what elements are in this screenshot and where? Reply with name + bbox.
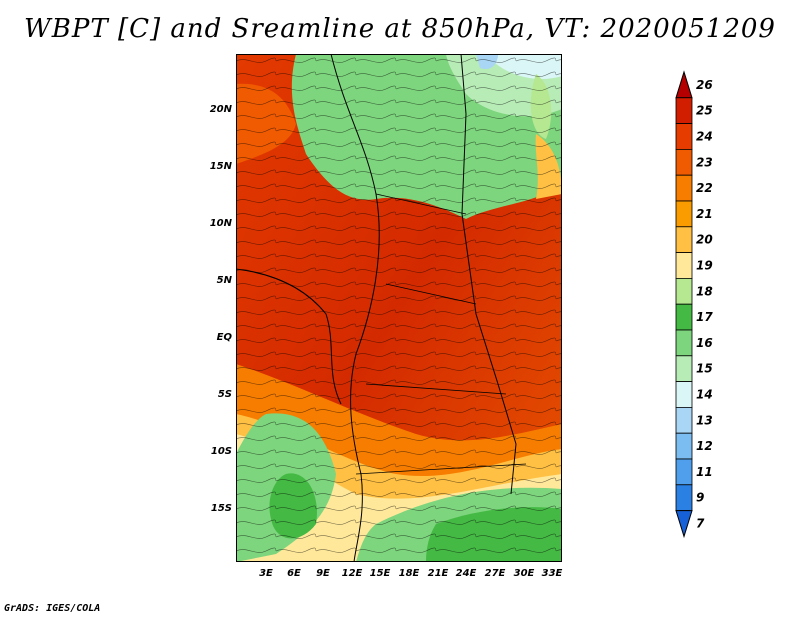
lon-label-30e: 30E — [513, 568, 535, 579]
colorbar-swatch — [675, 406, 693, 434]
colorbar-label: 7 — [696, 517, 705, 531]
border-lines-3 — [355, 193, 527, 475]
lon-label-9e: 9E — [316, 568, 330, 579]
colorbar-label: 26 — [696, 78, 713, 92]
colorbar-swatch — [675, 226, 693, 254]
lon-label-6e: 6E — [287, 568, 301, 579]
colorbar-swatch — [675, 277, 693, 305]
lat-label-eq: EQ — [216, 332, 232, 343]
lat-label-5n: 5N — [216, 275, 232, 286]
colorbar-swatch — [675, 97, 693, 124]
colorbar-swatch — [675, 123, 693, 150]
colorbar-label: 21 — [696, 207, 713, 221]
colorbar-label: 14 — [696, 388, 713, 402]
colorbar-label: 24 — [696, 130, 713, 144]
colorbar-swatch — [675, 355, 693, 382]
colorbar-label: 17 — [696, 310, 713, 324]
colorbar-label: 23 — [696, 155, 713, 169]
lat-label-5s: 5S — [217, 389, 232, 400]
map-frame — [236, 54, 562, 562]
lat-label-15n: 15N — [209, 161, 232, 172]
colorbar-swatch — [675, 149, 693, 176]
lon-label-3e: 3E — [259, 568, 273, 579]
colorbar-swatch — [675, 458, 693, 486]
lon-label-33e: 33E — [541, 568, 563, 579]
colorbar-label: 9 — [696, 491, 704, 505]
colorbar-bottom-arrow — [675, 510, 693, 539]
colorbar-top-arrow — [675, 70, 693, 99]
colorbar-swatch — [675, 200, 693, 228]
colorbar-swatch — [675, 174, 693, 202]
map-title: WBPT [C] and Sreamline at 850hPa, VT: 20… — [24, 14, 776, 44]
border-line-1 — [330, 54, 380, 562]
wbpt-field — [236, 54, 562, 562]
colorbar-label: 22 — [696, 181, 713, 195]
streamlines — [236, 54, 562, 562]
colorbar-swatch — [675, 303, 693, 331]
colorbar: 26 25 24 23 22 21 20 19 18 17 16 15 14 13 12 11 9 7 — [675, 70, 713, 539]
lat-label-10s: 10S — [210, 446, 232, 457]
colorbar-label: 18 — [696, 284, 713, 298]
lon-label-12e: 12E — [341, 568, 363, 579]
colorbar-label: 19 — [696, 259, 713, 273]
colorbar-swatch — [675, 432, 693, 460]
colorbar-label: 12 — [696, 439, 713, 453]
colorbar-label: 25 — [696, 104, 713, 118]
lon-label-27e: 27E — [484, 568, 506, 579]
lat-label-15s: 15S — [210, 503, 232, 514]
colorbar-swatch — [675, 484, 693, 511]
lon-label-15e: 15E — [369, 568, 391, 579]
footer-credit: GrADS: IGES/COLA — [4, 603, 101, 614]
lon-label-24e: 24E — [455, 568, 477, 579]
border-line-2 — [460, 54, 517, 495]
lon-label-18e: 18E — [398, 568, 420, 579]
colorbar-label: 16 — [696, 336, 713, 350]
lat-label-20n: 20N — [209, 104, 232, 115]
colorbar-swatch — [675, 381, 693, 408]
colorbar-label: 20 — [696, 233, 713, 247]
colorbar-swatch — [675, 252, 693, 279]
colorbar-label: 11 — [696, 465, 713, 479]
colorbar-label: 15 — [696, 362, 713, 376]
colorbar-swatch — [675, 329, 693, 357]
colorbar-label: 13 — [696, 413, 713, 427]
lat-label-10n: 10N — [209, 218, 232, 229]
lon-label-21e: 21E — [427, 568, 449, 579]
map-panel — [236, 54, 562, 562]
coastline — [236, 268, 342, 405]
